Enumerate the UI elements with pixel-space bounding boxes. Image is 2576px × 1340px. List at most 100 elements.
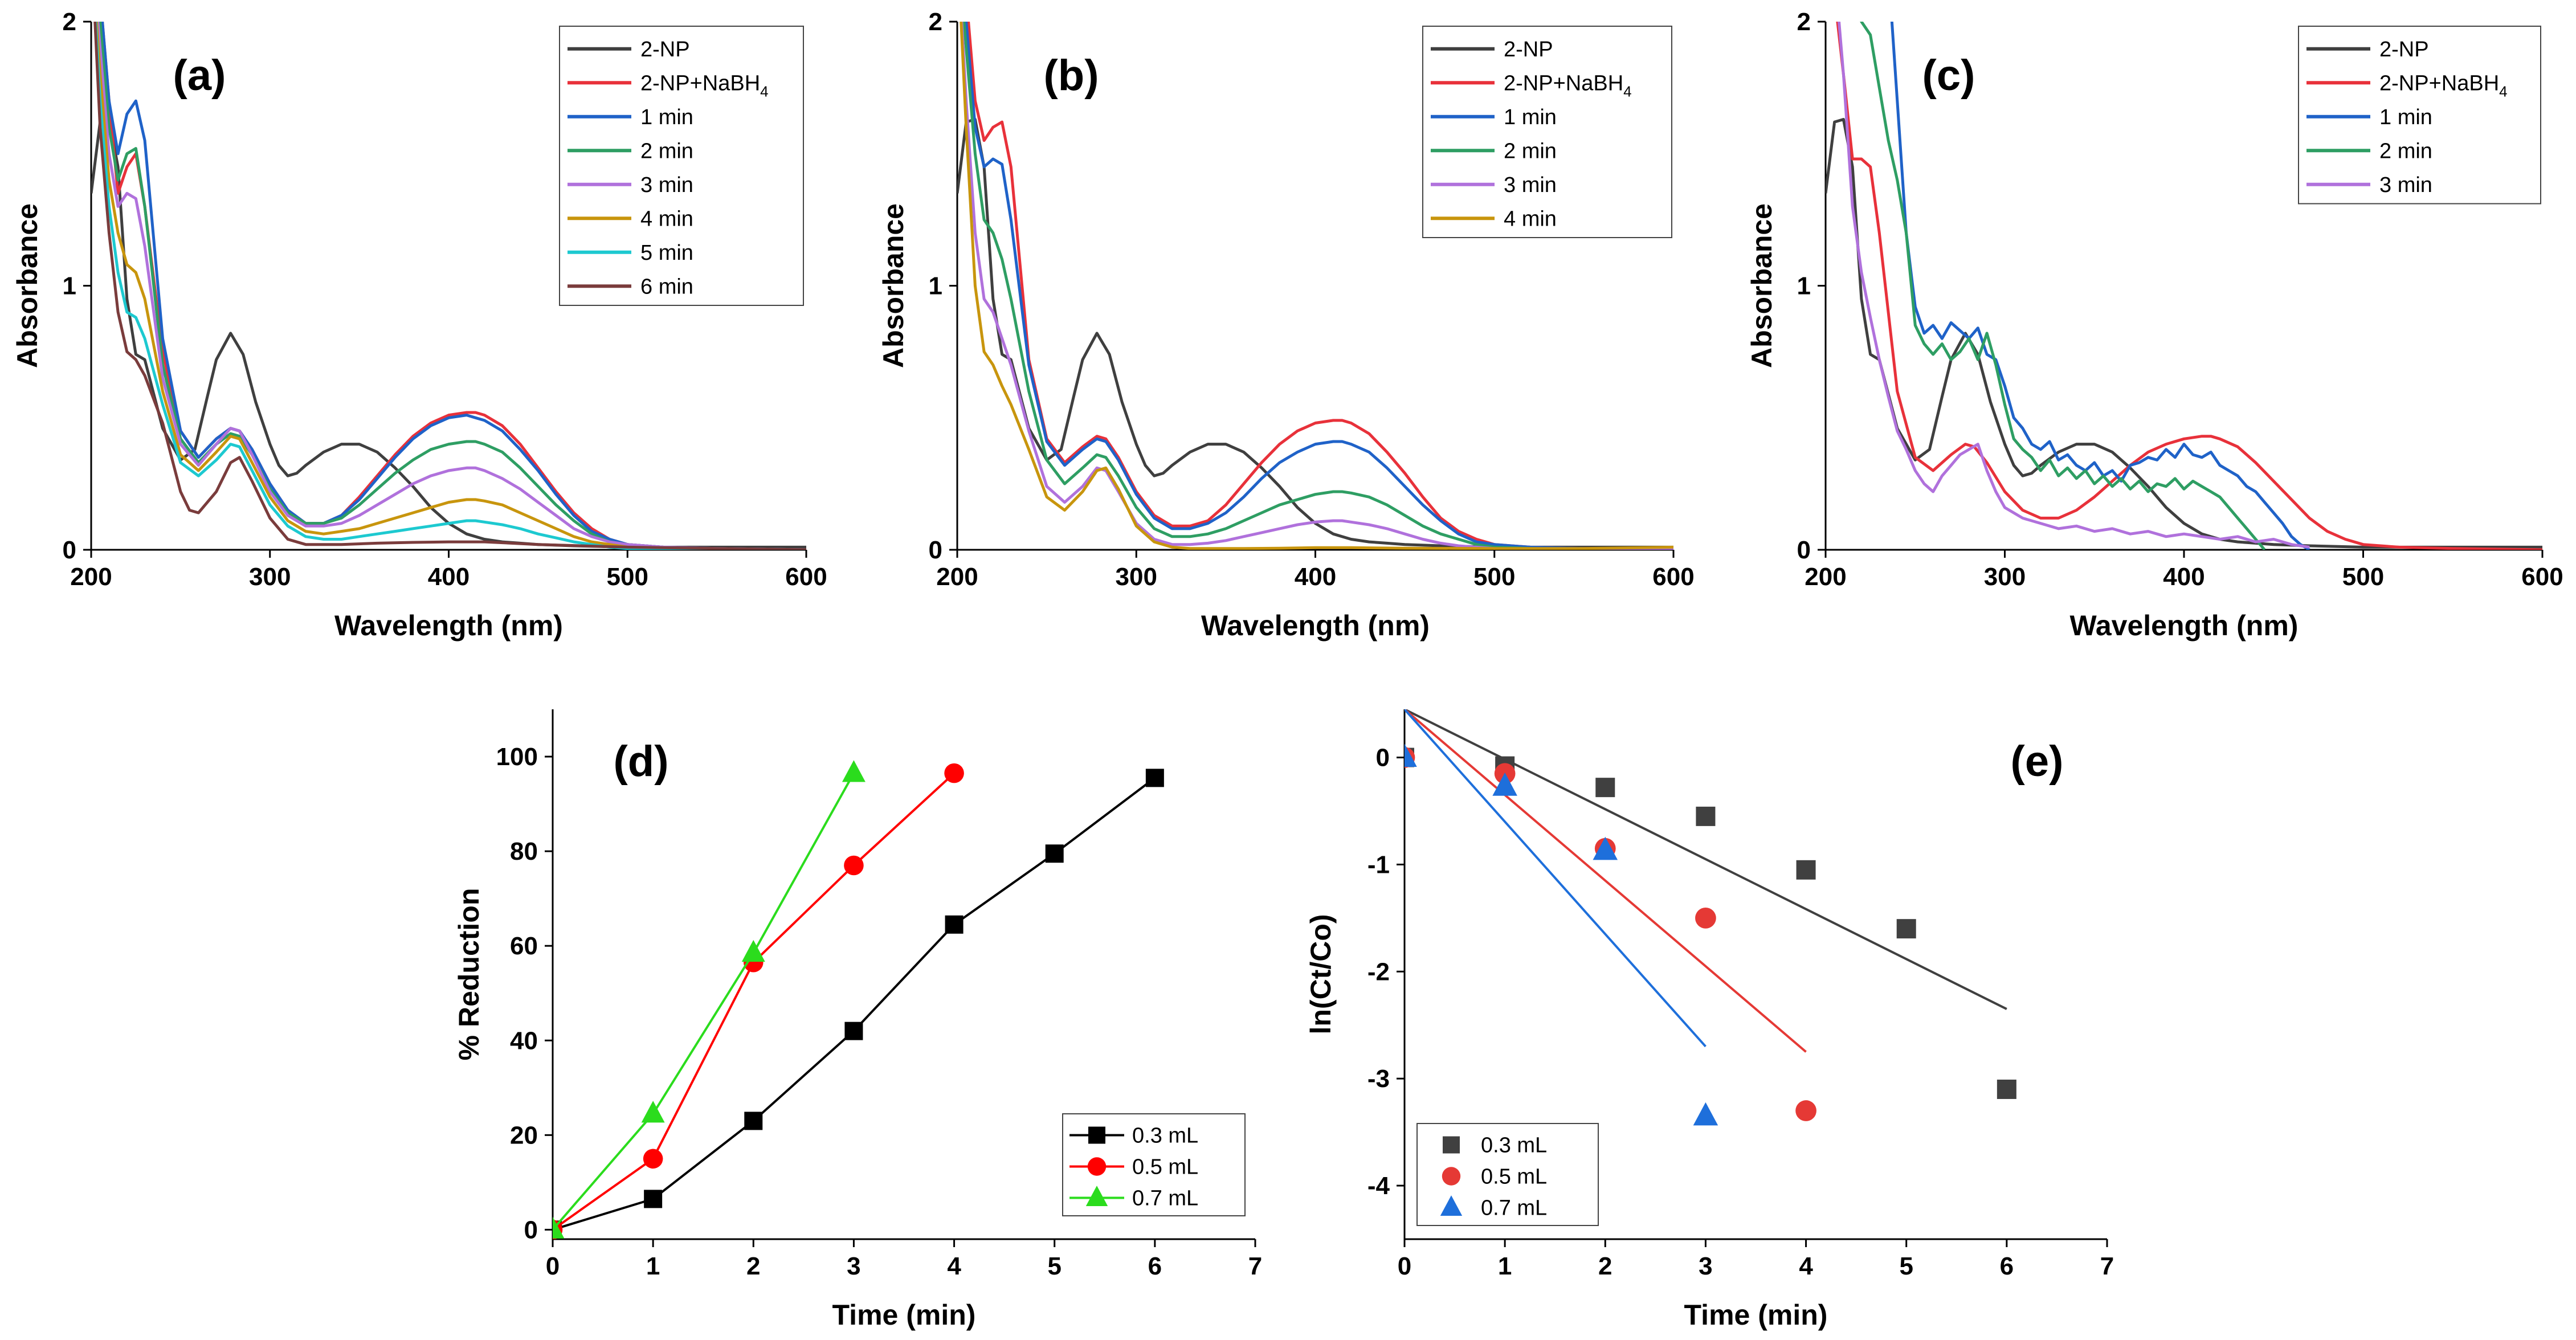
data-point (1405, 743, 1417, 767)
legend-label: 4 min (640, 207, 693, 231)
data-point (1693, 1102, 1718, 1126)
x-tick-label: 300 (1984, 563, 2026, 591)
y-axis-label: % Reduction (453, 888, 485, 1061)
panel-b: 200 300 400 500 600 0 1 2 Wavelength (nm) Absorba… (877, 8, 1695, 642)
x-tick-label: 600 (2521, 563, 2563, 591)
x-tick-label: 300 (249, 563, 291, 591)
legend-label: 1 min (2379, 105, 2432, 129)
y-tick-label: -3 (1367, 1065, 1390, 1093)
legend-label-main: 3 min (2379, 173, 2432, 197)
series-3-min (1838, 22, 2310, 549)
legend-label: 2 min (2379, 139, 2432, 163)
x-tick-label: 4 (947, 1252, 961, 1280)
legend-label: 2-NP (640, 38, 690, 62)
legend-label: 2-NP (2379, 38, 2429, 62)
legend-label: 1 min (640, 105, 693, 129)
data-point (1045, 844, 1064, 863)
legend-label: 2-NP+NaBH4 (2379, 71, 2508, 100)
legend: 0.3 mL 0.5 mL 0.7 mL (1416, 1123, 1599, 1226)
data-point (744, 1112, 763, 1130)
legend-marker (1085, 1186, 1108, 1206)
series-2-min (99, 22, 806, 550)
plot-area (553, 760, 1164, 1239)
series-2-np (957, 118, 1673, 549)
series-line (1838, 22, 2310, 549)
series-4-min (95, 22, 806, 550)
y-tick-label: 40 (510, 1027, 538, 1055)
y-tick-label: 2 (929, 8, 942, 36)
x-tick-label: 500 (1473, 563, 1515, 591)
series-1-min (101, 22, 806, 550)
legend-label-main: 2-NP+NaBH (640, 71, 760, 95)
data-point (1695, 908, 1716, 929)
legend: 0.3 mL 0.5 mL 0.7 mL (1062, 1113, 1246, 1216)
series-2-np-nabh (967, 22, 1673, 550)
data-point (741, 939, 765, 962)
y-tick-label: 0 (63, 536, 76, 564)
y-tick-label: 0 (1797, 536, 1811, 564)
legend-label: 0.3 mL (1132, 1124, 1198, 1148)
legend: 2-NP 2-NP+NaBH4 1 min 2 min 3 min (2298, 26, 2541, 205)
y-tick-label: 2 (1797, 8, 1811, 36)
legend-label-main: 4 min (1504, 207, 1557, 231)
x-axis-label: Time (min) (1684, 1299, 1828, 1331)
series-line (99, 22, 806, 550)
plot-area (91, 22, 806, 550)
y-axis-label: Absorbance (877, 203, 909, 368)
x-tick-label: 1 (1498, 1252, 1512, 1280)
series-1-min (965, 22, 1673, 550)
legend-label-sub: 4 (1623, 83, 1631, 100)
legend-label: 5 min (640, 241, 693, 265)
panel-e: 0 1 2 3 4 5 6 7 0 -1 -2 -3 -4 Time (min) ln(Ct/Co) (e) 0… (1305, 709, 2114, 1331)
data-point (553, 1216, 565, 1239)
x-tick-label: 7 (2100, 1252, 2114, 1280)
series-0-3-ml (553, 769, 1164, 1239)
series-0-5-ml (1405, 709, 1816, 1121)
x-tick-label: 200 (1805, 563, 1846, 591)
legend-label-sub: 4 (2499, 83, 2507, 100)
plot-area (1826, 22, 2542, 550)
x-tick-label: 400 (1295, 563, 1336, 591)
series-line (101, 22, 806, 550)
data-point (1696, 806, 1716, 826)
series-6-min (93, 22, 806, 550)
legend-label-main: 2 min (640, 139, 693, 163)
x-tick-label: 500 (2342, 563, 2384, 591)
legend-label-main: 2-NP (640, 38, 690, 62)
series-1-min (1890, 22, 2310, 550)
x-tick-label: 200 (936, 563, 978, 591)
legend-label-main: 4 min (640, 207, 693, 231)
y-tick-label: 2 (63, 8, 76, 36)
series-line (94, 22, 806, 550)
legend-label: 2 min (1504, 139, 1557, 163)
x-tick-label: 5 (1899, 1252, 1913, 1280)
x-tick-label: 6 (2000, 1252, 2014, 1280)
legend-label: 0.5 mL (1132, 1155, 1198, 1179)
legend-label-main: 3 min (1504, 173, 1557, 197)
y-tick-label: 1 (63, 272, 76, 300)
legend-label: 3 min (640, 173, 693, 197)
data-point (1593, 836, 1618, 860)
panel-a: 200 300 400 500 600 0 1 2 Wavelength (nm) Absorba… (11, 8, 827, 642)
data-point (1145, 769, 1164, 787)
legend-label: 0.5 mL (1481, 1165, 1547, 1189)
series-line (553, 773, 855, 1231)
x-tick-label: 6 (1148, 1252, 1162, 1280)
fit-line (1405, 709, 1807, 1053)
y-tick-label: 80 (510, 838, 538, 865)
fit-line (1405, 709, 2007, 1010)
x-tick-label: 300 (1116, 563, 1157, 591)
data-point (842, 760, 866, 782)
x-axis-label: Wavelength (nm) (2070, 610, 2299, 642)
y-tick-label: 0 (524, 1216, 538, 1244)
series-3-min (960, 22, 1673, 550)
legend-marker (1442, 1167, 1461, 1186)
panel-label: (d) (613, 737, 668, 786)
legend-label: 2-NP (1504, 38, 1553, 62)
series-line (962, 22, 1673, 550)
series-0-3-ml (1405, 709, 2016, 1099)
legend-label-main: 2-NP+NaBH (2379, 71, 2499, 95)
legend-label: 6 min (640, 275, 693, 299)
data-point (844, 1022, 863, 1040)
